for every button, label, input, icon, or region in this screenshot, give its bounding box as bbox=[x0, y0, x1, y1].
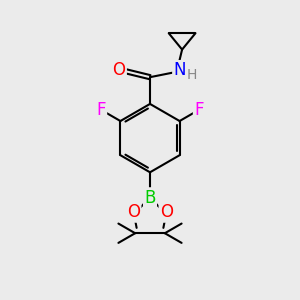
Text: O: O bbox=[112, 61, 126, 79]
Text: O: O bbox=[160, 203, 173, 221]
Text: F: F bbox=[194, 101, 204, 119]
Text: B: B bbox=[144, 189, 156, 207]
Text: F: F bbox=[96, 101, 106, 119]
Text: O: O bbox=[127, 203, 140, 221]
Text: N: N bbox=[173, 61, 186, 79]
Text: H: H bbox=[187, 68, 197, 83]
